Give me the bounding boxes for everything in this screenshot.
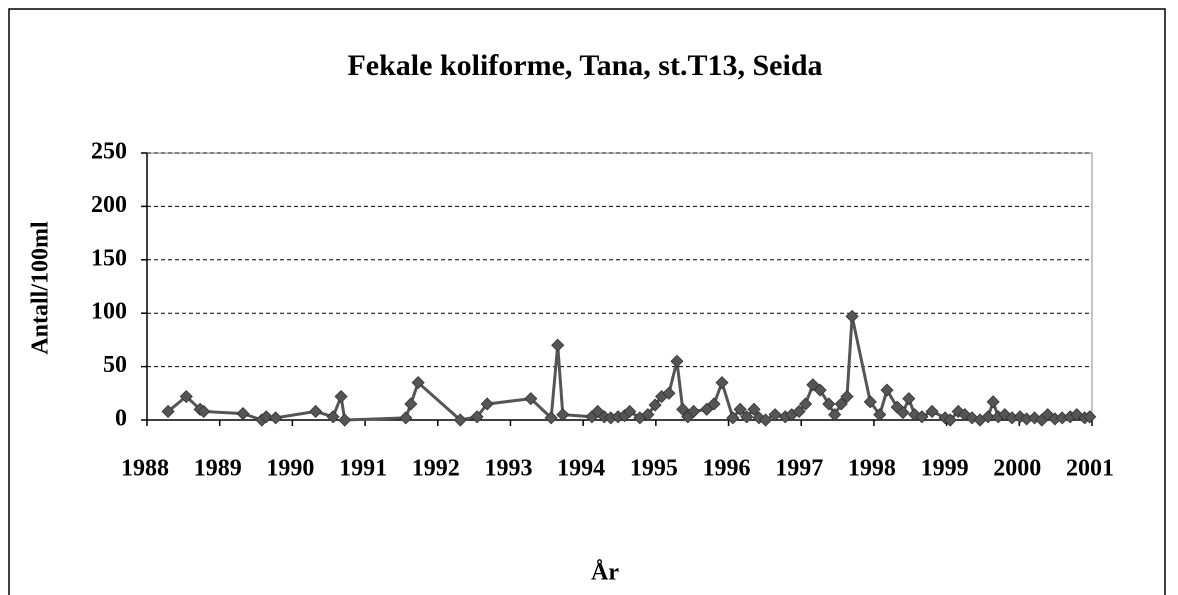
marker [768, 408, 782, 422]
y-tick-label: 100 [91, 299, 127, 325]
x-tick-label: 1988 [121, 456, 169, 482]
x-tick-label: 2000 [993, 456, 1041, 482]
marker [470, 410, 484, 424]
marker [896, 405, 910, 420]
plot-area [146, 152, 1093, 421]
y-tick-label: 250 [91, 139, 127, 165]
marker [700, 402, 714, 416]
x-tick-label: 1992 [412, 456, 460, 482]
x-tick-label: 1989 [194, 456, 242, 482]
marker [813, 383, 827, 397]
marker [792, 404, 806, 419]
y-tick-label: 0 [115, 406, 127, 432]
marker [334, 389, 348, 404]
marker [908, 408, 922, 422]
marker [925, 404, 939, 419]
marker [524, 392, 538, 406]
x-tick-label: 1998 [848, 456, 896, 482]
marker [943, 413, 957, 427]
x-tick-label: 1996 [703, 456, 751, 482]
marker [544, 411, 558, 425]
marker [641, 408, 655, 422]
marker [236, 407, 250, 421]
x-tick-label: 1994 [557, 456, 605, 482]
marker [399, 411, 413, 425]
marker [662, 386, 676, 400]
marker [1041, 408, 1055, 422]
marker [648, 398, 662, 412]
marker [309, 404, 323, 419]
chart-frame [8, 8, 1166, 595]
marker [556, 408, 570, 422]
marker [259, 410, 273, 424]
marker [161, 404, 175, 419]
marker [747, 402, 761, 416]
marker [902, 392, 916, 406]
marker [707, 397, 721, 411]
marker [197, 404, 211, 419]
marker [799, 397, 813, 411]
marker [873, 408, 887, 422]
marker [880, 383, 894, 397]
marker [623, 404, 637, 419]
x-tick-label: 1997 [775, 456, 823, 482]
marker [822, 397, 836, 411]
series-line [167, 316, 1091, 422]
chart-title: Fekale koliforme, Tana, st.T13, Seida [347, 49, 822, 82]
marker [845, 309, 859, 323]
marker [715, 376, 729, 390]
marker [179, 389, 193, 404]
y-tick-label: 150 [91, 245, 127, 271]
marker [687, 404, 701, 419]
x-tick-label: 1999 [921, 456, 969, 482]
marker [740, 410, 754, 424]
marker [338, 413, 352, 427]
marker [840, 389, 854, 404]
x-tick-label: 1991 [339, 456, 387, 482]
y-tick-label: 50 [103, 352, 127, 378]
marker [981, 410, 995, 424]
marker [863, 395, 877, 409]
marker [986, 395, 1000, 409]
marker [269, 411, 283, 425]
marker [733, 402, 747, 416]
x-tick-label: 1990 [266, 456, 314, 482]
marker [965, 411, 979, 425]
x-tick-label: 1995 [630, 456, 678, 482]
marker [326, 410, 340, 424]
marker [404, 397, 418, 411]
y-axis-label: Antall/100ml [28, 221, 54, 355]
marker [806, 378, 820, 392]
x-axis-label: År [591, 560, 619, 586]
marker [915, 410, 929, 424]
y-tick-label: 200 [91, 192, 127, 218]
marker [834, 397, 848, 411]
marker [551, 338, 565, 352]
marker [480, 397, 494, 411]
marker [411, 376, 425, 390]
x-tick-label: 2001 [1066, 456, 1114, 482]
marker [828, 408, 842, 422]
marker [453, 413, 467, 427]
x-tick-label: 1993 [484, 456, 532, 482]
marker [726, 411, 740, 425]
marker [759, 413, 773, 427]
marker [670, 354, 684, 368]
marker [1083, 410, 1097, 424]
marker [998, 408, 1012, 422]
